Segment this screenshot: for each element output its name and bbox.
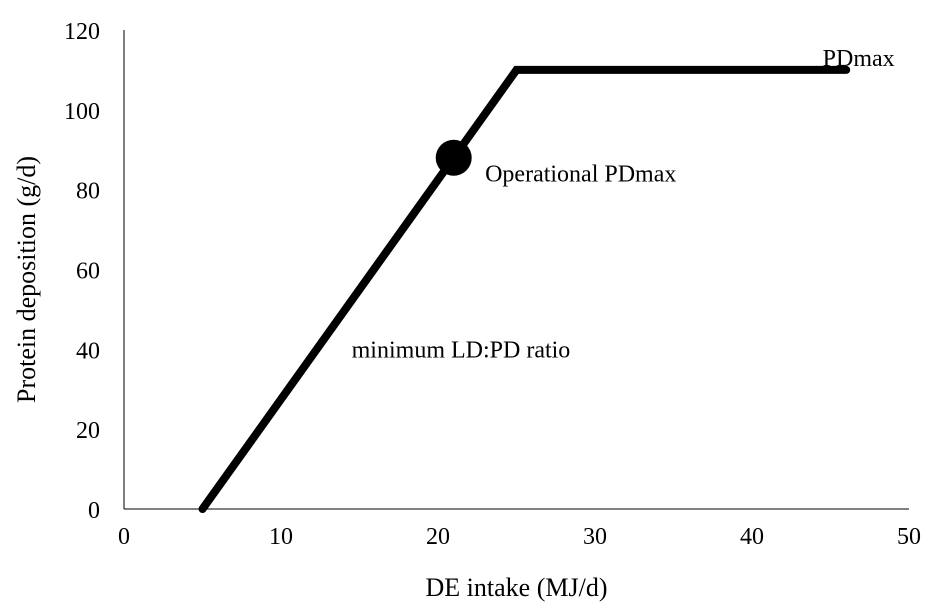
x-tick-labels: 0 10 20 30 40 50 [118, 524, 921, 550]
x-tick-label: 0 [118, 524, 130, 550]
y-tick-label: 20 [76, 418, 100, 444]
series-line [198, 65, 851, 513]
y-tick-label: 40 [76, 338, 100, 364]
axes [123, 30, 909, 510]
annotation-label: Operational PDmax [485, 162, 676, 188]
series-layer [198, 65, 851, 513]
x-axis-label: DE intake (MJ/d) [426, 573, 608, 602]
annotations-layer: PDmax Operational PDmax minimum LD:PD rati… [352, 46, 895, 363]
y-tick-label: 80 [76, 179, 100, 205]
data-point-marker [435, 139, 472, 176]
x-tick-label: 40 [740, 524, 764, 550]
y-axis-label: Protein deposition (g/d) [12, 156, 41, 403]
x-tick-label: 30 [583, 524, 607, 550]
y-tick-labels: 0 20 40 60 80 100 120 [64, 19, 100, 524]
y-tick-label: 0 [88, 498, 100, 524]
annotation-label: PDmax [823, 46, 895, 72]
x-tick-label: 20 [426, 524, 450, 550]
x-tick-label: 10 [269, 524, 293, 550]
points-layer [435, 139, 472, 176]
y-tick-label: 100 [64, 99, 100, 125]
y-tick-label: 60 [76, 259, 100, 285]
annotation-label: minimum LD:PD ratio [352, 337, 571, 363]
x-tick-label: 50 [897, 524, 921, 550]
y-tick-label: 120 [64, 19, 100, 45]
